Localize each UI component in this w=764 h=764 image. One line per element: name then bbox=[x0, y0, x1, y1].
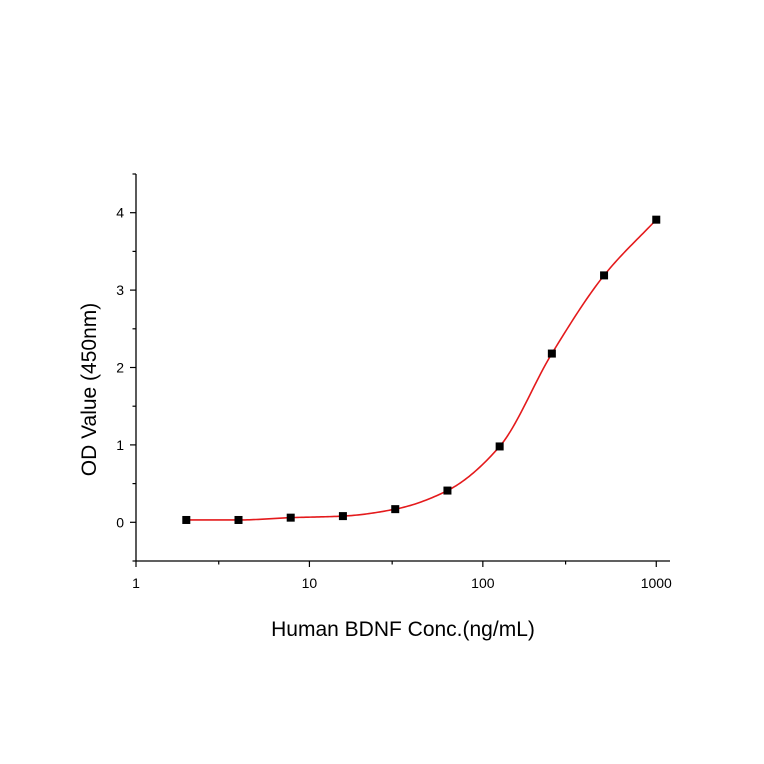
data-point bbox=[547, 349, 556, 358]
data-point bbox=[652, 215, 661, 224]
fit-curve-group bbox=[186, 219, 657, 521]
data-point bbox=[495, 442, 504, 451]
data-point bbox=[182, 515, 191, 524]
x-axis-title: Human BDNF Conc.(ng/mL) bbox=[271, 618, 535, 641]
x-tick-label: 1 bbox=[132, 575, 140, 591]
x-tick-label: 1000 bbox=[641, 575, 672, 591]
data-points bbox=[182, 215, 661, 524]
data-point bbox=[391, 505, 400, 514]
y-tick-label: 4 bbox=[116, 205, 124, 221]
fit-curve bbox=[186, 219, 657, 521]
data-point bbox=[234, 515, 243, 524]
data-point bbox=[286, 513, 295, 522]
y-tick-label: 3 bbox=[116, 282, 124, 298]
x-tick-label: 10 bbox=[302, 575, 318, 591]
y-axis-title: OD Value (450nm) bbox=[78, 303, 101, 477]
data-point bbox=[443, 486, 452, 495]
y-tick-label: 2 bbox=[116, 360, 124, 376]
data-point bbox=[600, 271, 609, 280]
y-tick-label: 1 bbox=[116, 437, 124, 453]
axes bbox=[135, 174, 670, 562]
data-point bbox=[338, 512, 347, 521]
y-tick-label: 0 bbox=[116, 514, 124, 530]
x-tick-label: 100 bbox=[471, 575, 495, 591]
ticks: 1 10 100 1000 0 1 2 3 4 bbox=[116, 173, 672, 591]
